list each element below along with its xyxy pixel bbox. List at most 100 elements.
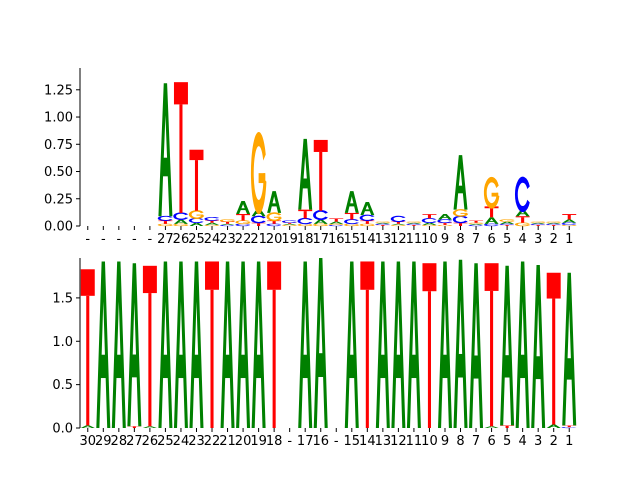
y-tick-label: 0.5: [52, 378, 73, 393]
logo-letter-thymine: [500, 224, 515, 226]
logo-letter-adenine: [313, 258, 328, 428]
logo-letter-cytosine: [546, 223, 561, 225]
x-tick-label: 17: [312, 232, 329, 247]
logo-letter-adenine: [375, 222, 390, 224]
logo-letter-cytosine: [282, 220, 297, 223]
logo-letter-thymine: [313, 139, 328, 211]
logo-letter-thymine: [406, 224, 421, 226]
logo-letter-adenine: [391, 223, 406, 225]
logo-letter-adenine: [189, 261, 204, 428]
logo-letter-cytosine: [266, 223, 282, 227]
x-tick-label: 22: [204, 434, 221, 449]
x-tick-label: 23: [188, 434, 205, 449]
logo-letter-guanine: [375, 221, 391, 223]
logo-letter-cytosine: [530, 223, 546, 225]
logo-letter-guanine: [437, 224, 453, 227]
y-tick-label: 0.50: [44, 165, 73, 180]
logo-letter-cytosine: [375, 223, 390, 225]
logo-letter-adenine: [96, 261, 111, 428]
y-tick-label: 1.5: [52, 291, 73, 306]
logo-letter-adenine: [437, 214, 452, 220]
x-tick-label: 7: [472, 434, 480, 449]
y-tick-label: 0.75: [44, 138, 73, 153]
logo-letter-adenine: [313, 219, 328, 224]
x-tick-label: 15: [344, 434, 361, 449]
logo-letter-adenine: [142, 426, 157, 428]
logo-letter-thymine: [375, 224, 390, 226]
x-tick-label: 14: [359, 434, 376, 449]
logo-letter-thymine: [422, 214, 437, 219]
x-tick-label: 22: [235, 232, 252, 247]
x-tick-label: 25: [157, 434, 174, 449]
logo-letter-adenine: [546, 424, 561, 428]
logo-letter-thymine: [344, 212, 359, 220]
x-tick-label: 12: [390, 434, 407, 449]
logo-letter-guanine: [157, 223, 174, 227]
logo-letter-thymine: [127, 426, 142, 428]
y-tick-label: 0.0: [52, 422, 73, 437]
logo-letter-guanine: [282, 224, 298, 227]
x-tick-label: 1: [565, 232, 573, 247]
logo-letter-cytosine: [204, 217, 220, 221]
logo-letter-adenine: [127, 263, 142, 427]
logo-letter-adenine: [469, 263, 484, 428]
logo-letter-cytosine: [421, 218, 437, 224]
logo-letter-guanine: [266, 212, 282, 222]
x-tick-label: 26: [142, 434, 159, 449]
logo-letter-guanine: [313, 223, 329, 227]
logo-letter-adenine: [344, 261, 359, 428]
logo-letter-adenine: [251, 261, 266, 428]
x-tick-label: 28: [111, 434, 128, 449]
logo-letter-adenine: [422, 222, 437, 225]
logo-letter-thymine: [515, 216, 530, 223]
logo-letter-adenine: [562, 272, 577, 426]
logo-letter-adenine: [158, 83, 173, 217]
x-tick-label: 3: [534, 232, 542, 247]
logo-letter-guanine: [468, 222, 484, 224]
top-logo-panel: 0.000.250.500.751.001.25- - - - -27262524232…: [44, 68, 578, 247]
logo-letter-adenine: [437, 261, 452, 428]
logo-letter-thymine: [189, 149, 204, 211]
logo-letter-adenine: [267, 191, 282, 213]
y-tick-label: 1.0: [52, 335, 73, 350]
logo-letter-cytosine: [188, 218, 204, 224]
logo-letter-adenine: [236, 200, 251, 215]
x-tick-label: 15: [344, 232, 361, 247]
x-tick-label: 8: [456, 434, 464, 449]
logo-letter-cytosine: [390, 215, 406, 223]
logo-letter-guanine: [359, 223, 376, 227]
logo-letter-cytosine: [220, 224, 235, 227]
x-tick-label: 11: [406, 232, 423, 247]
logo-letter-adenine: [344, 191, 359, 213]
logo-letter-adenine: [220, 261, 235, 428]
x-tick-label: 19: [281, 232, 298, 247]
logo-letter-adenine: [562, 219, 577, 223]
logo-letter-thymine: [422, 263, 437, 428]
logo-letter-adenine: [158, 261, 173, 428]
logo-letter-cytosine: [515, 176, 530, 213]
x-tick-label: 2: [550, 434, 558, 449]
x-tick-label: 19: [250, 434, 267, 449]
logo-letter-thymine: [329, 218, 344, 222]
logo-letter-adenine: [531, 264, 546, 428]
logo-letter-adenine: [173, 219, 188, 224]
bottom-logo-panel: 0.00.51.01.530292827262524232221201918-1…: [52, 258, 577, 449]
logo-letter-adenine: [391, 261, 406, 428]
logo-letter-cytosine: [484, 223, 499, 227]
x-tick-label: 6: [487, 232, 495, 247]
logo-letter-adenine: [173, 261, 188, 428]
x-tick-label: 16: [328, 232, 345, 247]
x-tick-label: 1: [565, 434, 573, 449]
logo-letter-thymine: [546, 224, 561, 226]
x-tick-label: 18: [297, 232, 314, 247]
x-tick-label: 18: [266, 434, 283, 449]
logo-letter-thymine: [500, 425, 515, 428]
logo-letter-cytosine: [561, 427, 577, 429]
x-tick-label: 5: [503, 434, 511, 449]
x-tick-label: -: [148, 232, 153, 247]
logo-letter-thymine: [562, 425, 577, 428]
x-tick-label: 16: [312, 434, 329, 449]
logo-letter-adenine: [375, 261, 390, 428]
logo-letter-thymine: [220, 221, 235, 224]
